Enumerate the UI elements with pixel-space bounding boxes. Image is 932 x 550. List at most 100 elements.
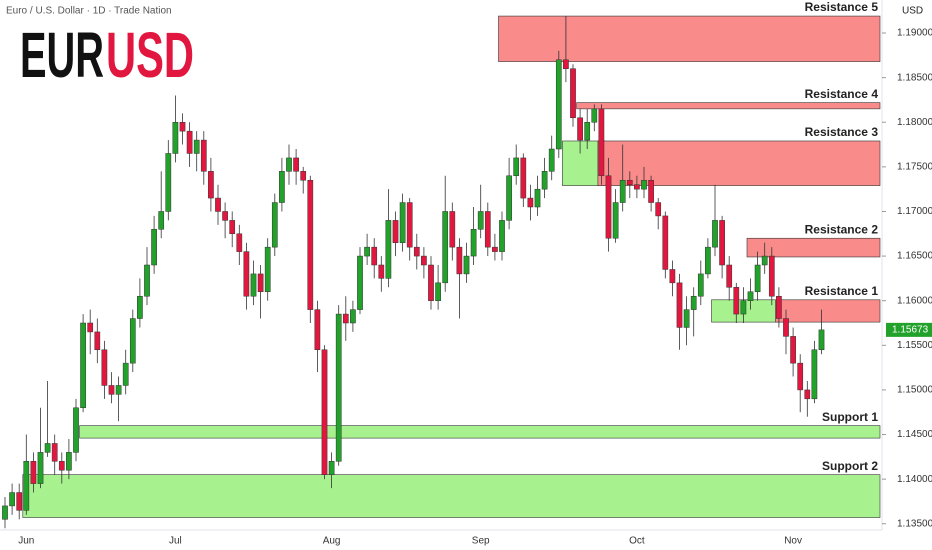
candle-body [108, 385, 115, 395]
candle-body [186, 130, 193, 154]
candle-body [797, 362, 804, 391]
candle-body [534, 188, 541, 208]
candle-body [179, 121, 186, 132]
y-tick-label: 1.18500 [897, 72, 932, 83]
candle-body [527, 197, 534, 208]
candle-body [697, 273, 704, 297]
candle-body [129, 318, 136, 364]
x-tick-label: Aug [323, 536, 341, 547]
candle-body [16, 492, 23, 511]
candle-body [94, 331, 101, 351]
candle-body [2, 505, 8, 520]
x-tick-label: Sep [472, 536, 490, 547]
candle-body [768, 255, 775, 297]
candle-body [506, 175, 512, 221]
candle-body [619, 179, 626, 203]
candle-body [51, 443, 58, 462]
candle-body [484, 211, 491, 248]
candle-body [236, 233, 243, 252]
zone [746, 237, 881, 258]
candle-body [726, 264, 733, 288]
x-tick-label: Oct [629, 536, 645, 547]
candle-body [428, 264, 434, 301]
candle-body [137, 295, 143, 319]
candle-body [364, 246, 370, 257]
logo-usd: USD [106, 19, 194, 91]
zone-label: Resistance 5 [805, 0, 879, 14]
candle-body [705, 246, 711, 275]
candle-body [172, 121, 179, 154]
candle-body [399, 202, 406, 243]
currency: USD [902, 6, 923, 17]
last-price-label: 1.15673 [892, 325, 929, 336]
candle-body [144, 264, 150, 297]
zone [597, 140, 881, 186]
candle-body [470, 229, 477, 257]
y-tick-label: 1.19000 [897, 28, 932, 39]
candle-body [761, 255, 768, 266]
candle-body [151, 229, 157, 266]
candle-body [200, 139, 207, 172]
candle-body [300, 171, 307, 181]
candle-body [463, 255, 470, 275]
candle-body [37, 452, 44, 484]
candle-body [570, 68, 576, 119]
candle-body [165, 153, 172, 212]
candle-body [783, 318, 789, 337]
candle-body [250, 273, 257, 297]
candle-body [9, 492, 15, 507]
zone-label: Resistance 2 [805, 222, 879, 236]
candle-body [293, 157, 299, 172]
y-tick-label: 1.17500 [897, 161, 932, 172]
candle-body [314, 309, 321, 351]
candle-body [30, 461, 37, 484]
candle-body [719, 220, 725, 266]
y-tick-label: 1.15000 [897, 385, 932, 396]
candle-body [222, 211, 228, 221]
candle-body [442, 211, 449, 284]
candle-body [87, 322, 94, 333]
candle-body [208, 171, 214, 199]
x-tick-label: Nov [784, 536, 802, 547]
candle-body [350, 309, 356, 324]
candle-body [456, 246, 463, 275]
candle-body [421, 255, 427, 266]
zone-label: Resistance 1 [805, 284, 879, 298]
zone-label: Support 1 [822, 410, 878, 424]
candle-body [811, 349, 818, 400]
candle-body [229, 220, 236, 235]
candle-body [321, 349, 328, 475]
candle-body [662, 215, 669, 270]
candle-body [754, 264, 761, 293]
candle-body [435, 282, 441, 301]
candle-body [641, 179, 647, 190]
x-tick-label: Jul [169, 536, 182, 547]
candle-body [371, 246, 378, 266]
candle-body [818, 329, 825, 351]
candle-body [307, 179, 314, 310]
candle-body [790, 336, 796, 364]
candle-body [392, 220, 399, 243]
candle-body [541, 171, 548, 190]
y-tick-label: 1.15500 [897, 340, 932, 351]
zone [498, 15, 881, 62]
candle-body [563, 59, 569, 69]
zone [22, 474, 881, 518]
candle-body [342, 313, 349, 324]
candle-body [690, 295, 697, 310]
y-tick-label: 1.16000 [897, 295, 932, 306]
candle-body [122, 362, 129, 386]
candle-body [747, 291, 754, 301]
candle-body [804, 389, 811, 400]
logo-eur: EUR [20, 19, 104, 91]
candle-body [271, 202, 278, 248]
y-tick-label: 1.18000 [897, 117, 932, 128]
candle-body [115, 385, 122, 395]
candle-body [655, 202, 662, 217]
candle-body [676, 282, 683, 328]
zone-label: Support 2 [822, 459, 878, 473]
candle-body [712, 220, 718, 248]
candle-body [591, 108, 598, 123]
candle-body [598, 108, 605, 177]
